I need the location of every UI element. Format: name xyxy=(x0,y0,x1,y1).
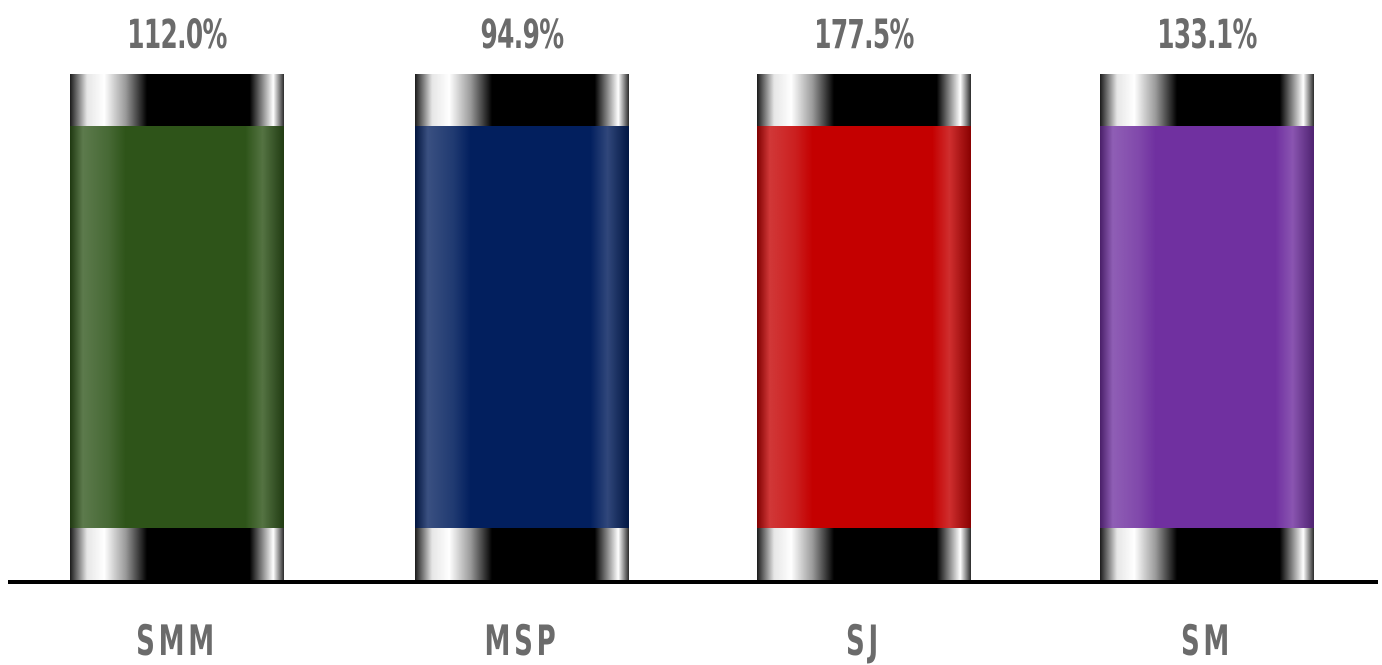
bar-graphic-msp xyxy=(415,74,629,580)
bar-graphic-sm xyxy=(1100,74,1314,580)
bar-top-cap-smm xyxy=(70,74,284,126)
category-label-msp: MSP xyxy=(484,616,560,665)
bar-msp xyxy=(415,74,629,580)
bar-bottom-cap-sj xyxy=(757,528,971,580)
x-axis-baseline xyxy=(8,580,1378,584)
bar-sm xyxy=(1100,74,1314,580)
value-label-msp: 94.9% xyxy=(480,12,565,58)
category-label-sm: SM xyxy=(1180,616,1234,665)
category-label-sj: SJ xyxy=(846,616,882,665)
bar-bottom-cap-sm xyxy=(1100,528,1314,580)
bar-bottom-cap-msp xyxy=(415,528,629,580)
bar-graphic-smm xyxy=(70,74,284,580)
category-label-smm: SMM xyxy=(136,616,218,665)
bar-top-cap-sj xyxy=(757,74,971,126)
bar-top-cap-msp xyxy=(415,74,629,126)
bar-bottom-cap-smm xyxy=(70,528,284,580)
value-label-sj: 177.5% xyxy=(814,12,914,58)
bar-body-smm xyxy=(70,126,284,528)
bar-body-sm xyxy=(1100,126,1314,528)
value-label-smm: 112.0% xyxy=(127,12,227,58)
bar-body-sj xyxy=(757,126,971,528)
bar-top-cap-sm xyxy=(1100,74,1314,126)
value-label-sm: 133.1% xyxy=(1157,12,1257,58)
bar-smm xyxy=(70,74,284,580)
bar-graphic-sj xyxy=(757,74,971,580)
bar-sj xyxy=(757,74,971,580)
bar-body-msp xyxy=(415,126,629,528)
